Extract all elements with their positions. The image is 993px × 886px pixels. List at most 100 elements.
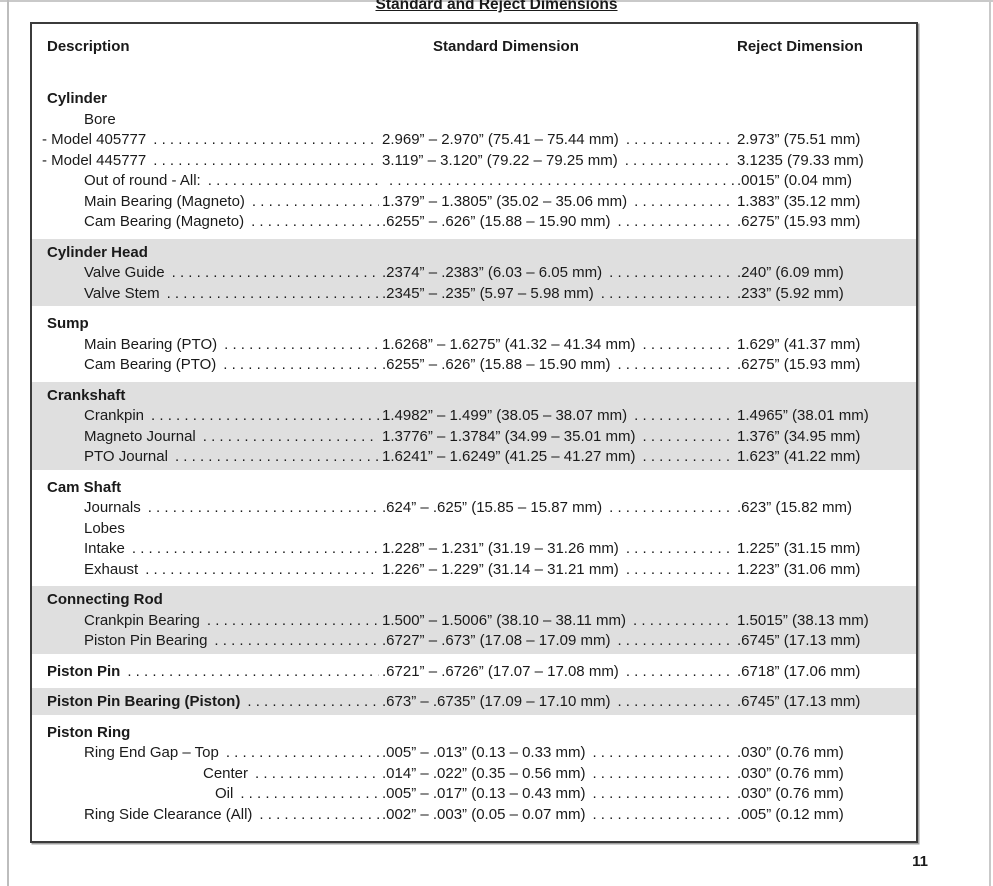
standard-dimension-cell: .2374” – .2383” (6.03 – 6.05 mm) [382, 263, 737, 284]
description-cell: Ring Side Clearance (All) [32, 805, 382, 826]
table-row: PTO Journal 1.6241” – 1.6249” (41.25 – 41… [32, 447, 916, 468]
dot-leader [240, 784, 379, 805]
description-cell: Oil [32, 784, 382, 805]
standard-dimension-value: 3.119” – 3.120” (79.22 – 79.25 mm) [382, 151, 618, 169]
description-cell: Cam Bearing (PTO) [32, 355, 382, 376]
standard-dimension-cell: 1.6268” – 1.6275” (41.32 – 41.34 mm) [382, 335, 737, 356]
standard-dimension-cell [382, 723, 737, 744]
page-edge-top [0, 0, 993, 2]
standard-dimension-cell [382, 519, 737, 540]
standard-dimension-cell [382, 386, 737, 407]
dot-leader [214, 631, 379, 652]
dot-leader [251, 212, 379, 233]
description-cell: PTO Journal [32, 447, 382, 468]
description-cell: Lobes [32, 519, 382, 540]
standard-dimension-cell [382, 89, 737, 110]
dot-leader [224, 335, 379, 356]
reject-dimension-cell [737, 89, 916, 110]
reject-dimension-cell: 1.376” (34.95 mm) [737, 427, 916, 448]
standard-dimension-value: 1.379” – 1.3805” (35.02 – 35.06 mm) [382, 192, 628, 210]
row-label: Cam Bearing (Magneto) [84, 213, 245, 230]
table-row: Cylinder [32, 89, 916, 110]
reject-dimension-cell: 2.973” (75.51 mm) [737, 130, 916, 151]
standard-dimension-cell [382, 314, 737, 335]
table-row: Crankpin Bearing 1.500” – 1.5006” (38.10 … [32, 611, 916, 632]
description-cell: - Model 405777 [32, 130, 382, 151]
table-row: Cam Bearing (PTO) .6255” – .626” (15.88 –… [32, 355, 916, 376]
dot-leader [592, 805, 734, 826]
description-cell: Piston Pin Bearing (Piston) [32, 692, 382, 713]
page-title: Standard and Reject Dimensions [375, 0, 618, 13]
table-row: Cam Bearing (Magneto) .6255” – .626” (15.… [32, 212, 916, 233]
reject-dimension-cell: .6745” (17.13 mm) [737, 692, 916, 713]
reject-dimension-value: 3.1235 (79.33 mm) [737, 151, 864, 169]
dot-leader [153, 151, 379, 172]
row-label: Magneto Journal [84, 427, 196, 445]
description-cell: Exhaust [32, 560, 382, 581]
description-cell: Crankshaft [32, 386, 382, 407]
reject-dimension-cell [737, 243, 916, 264]
dot-leader [127, 662, 379, 683]
standard-dimension-cell: .6727” – .673” (17.08 – 17.09 mm) [382, 631, 737, 652]
row-label: Cam Bearing (PTO) [84, 356, 217, 373]
standard-dimension-cell [382, 110, 737, 131]
table-row: Exhaust 1.226” – 1.229” (31.14 – 31.21 mm… [32, 560, 916, 581]
table-header-row: Description Standard Dimension Reject Di… [32, 38, 916, 59]
standard-dimension-value: 2.969” – 2.970” (75.41 – 75.44 mm) [382, 131, 619, 148]
standard-dimension-value: 1.228” – 1.231” (31.19 – 31.26 mm) [382, 540, 619, 557]
standard-dimension-cell: 3.119” – 3.120” (79.22 – 79.25 mm) [382, 151, 737, 172]
description-cell: Main Bearing (PTO) [32, 335, 382, 356]
reject-dimension-cell: .6745” (17.13 mm) [737, 631, 916, 652]
dot-leader [592, 764, 734, 785]
standard-dimension-value: .2345” – .235” (5.97 – 5.98 mm) [382, 284, 594, 302]
table-row: Bore [32, 110, 916, 131]
reject-dimension-value: 1.5015” (38.13 mm) [737, 611, 869, 629]
reject-dimension-cell [737, 110, 916, 131]
description-cell: - Model 445777 [32, 151, 382, 172]
reject-dimension-cell: 3.1235 (79.33 mm) [737, 151, 916, 172]
row-label: Cylinder [47, 90, 108, 107]
dot-leader [633, 611, 734, 632]
row-label: Bore [84, 110, 116, 128]
description-cell: Piston Ring [32, 723, 382, 744]
table-row: Cam Shaft [32, 478, 916, 499]
dot-leader [252, 192, 379, 213]
reject-dimension-cell: .030” (0.76 mm) [737, 784, 916, 805]
reject-dimension-cell: .005” (0.12 mm) [737, 805, 916, 826]
dot-leader [259, 805, 379, 826]
dot-leader [203, 427, 379, 448]
reject-dimension-cell: 1.225” (31.15 mm) [737, 539, 916, 560]
standard-dimension-value: .6721” – .6726” (17.07 – 17.08 mm) [382, 662, 619, 680]
row-label: Piston Ring [47, 723, 131, 741]
reject-dimension-value: .030” (0.76 mm) [737, 785, 844, 802]
row-label: Valve Guide [84, 264, 165, 281]
table-row: Valve Guide .2374” – .2383” (6.03 – 6.05 … [32, 263, 916, 284]
standard-dimension-cell [382, 590, 737, 611]
row-label: PTO Journal [84, 448, 168, 465]
dot-leader [389, 171, 734, 192]
standard-dimension-cell: .005” – .017” (0.13 – 0.43 mm) [382, 784, 737, 805]
standard-dimension-value: .005” – .017” (0.13 – 0.43 mm) [382, 785, 586, 802]
col-header-standard-dimension: Standard Dimension [433, 38, 579, 55]
row-label: Cam Shaft [47, 478, 122, 496]
reject-dimension-value: .030” (0.76 mm) [737, 764, 844, 782]
description-cell: Cylinder [32, 89, 382, 110]
dot-leader [207, 611, 379, 632]
dot-leader [626, 539, 734, 560]
table-row: Cylinder Head [32, 243, 916, 264]
standard-dimension-cell: .014” – .022” (0.35 – 0.56 mm) [382, 764, 737, 785]
table-section-shaded: Cylinder Head Valve Guide .2374” – .2383” … [32, 238, 916, 306]
reject-dimension-value: 1.225” (31.15 mm) [737, 540, 861, 557]
row-label: - Model 405777 [42, 131, 147, 148]
reject-dimension-cell: 1.5015” (38.13 mm) [737, 611, 916, 632]
standard-dimension-cell: 1.6241” – 1.6249” (41.25 – 41.27 mm) [382, 447, 737, 468]
standard-dimension-value: 1.4982” – 1.499” (38.05 – 38.07 mm) [382, 407, 628, 424]
standard-dimension-cell: 2.969” – 2.970” (75.41 – 75.44 mm) [382, 130, 737, 151]
row-label: Exhaust [84, 560, 139, 578]
reject-dimension-cell: 1.629” (41.37 mm) [737, 335, 916, 356]
reject-dimension-value: 2.973” (75.51 mm) [737, 131, 861, 148]
description-cell: Bore [32, 110, 382, 131]
row-label: Crankpin [84, 407, 145, 424]
dot-leader [609, 263, 734, 284]
dimensions-table: Description Standard Dimension Reject Di… [30, 22, 918, 843]
